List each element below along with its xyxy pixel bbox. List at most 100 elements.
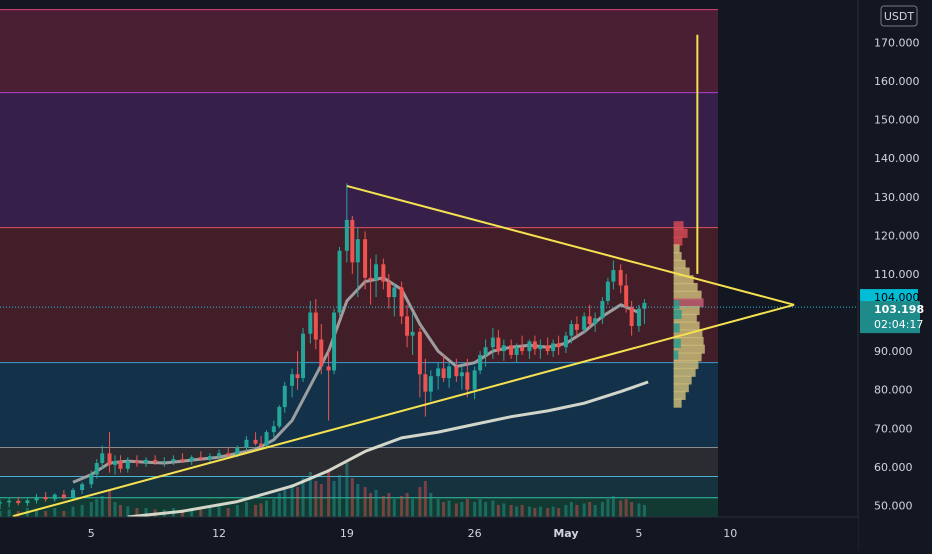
candle-body (25, 500, 30, 504)
zone-rect (0, 476, 718, 498)
price-tick-label: 130.000 (874, 191, 920, 204)
zone-rect (0, 92, 718, 228)
volume-bar (538, 506, 542, 517)
volume-profile-bar (673, 244, 680, 254)
volume-bar (80, 505, 84, 517)
volume-bar (62, 511, 66, 517)
volume-profile-bar (673, 344, 705, 354)
volume-bar (369, 493, 373, 517)
price-tick-label: 60.000 (874, 461, 913, 474)
volume-bar (71, 506, 75, 517)
volume-profile-bar (673, 398, 682, 408)
currency-label: USDT (884, 10, 915, 23)
time-axis: 5 12 19 26 May 5 10 (0, 516, 858, 550)
volume-bar (332, 481, 336, 517)
price-tick-label: 140.000 (874, 152, 920, 165)
candle-body (253, 439, 258, 444)
volume-profile-bar (673, 350, 679, 360)
volume-bar (283, 490, 287, 517)
volume-bar (44, 511, 48, 517)
volume-profile-bar (673, 228, 688, 238)
volume-profile-bar (673, 336, 704, 346)
candle-body (207, 456, 212, 460)
price-tick-label: 50.000 (874, 499, 913, 512)
candle-body (556, 343, 561, 348)
candle-body (399, 287, 404, 317)
candle-body (386, 281, 391, 298)
volume-bar (619, 500, 623, 517)
volume-bar (405, 493, 409, 517)
volume-bar (575, 505, 579, 517)
candle-body (545, 345, 550, 352)
volume-bar (208, 508, 212, 517)
volume-bar (551, 506, 555, 517)
candle-body (563, 335, 568, 348)
candle-body (264, 432, 269, 446)
volume-bar (89, 502, 93, 517)
volume-bar (100, 496, 104, 517)
volume-profile-bar (673, 221, 684, 231)
time-tick-label: 5 (635, 527, 642, 540)
candle-body (436, 368, 441, 377)
candle-body (7, 500, 12, 503)
volume-bar (600, 502, 604, 517)
candle-body (16, 500, 21, 504)
volume-profile-bar (673, 383, 689, 393)
volume-bar (259, 503, 263, 517)
volume-profile-bar (673, 321, 700, 331)
volume-bar (108, 490, 112, 517)
candle-body (282, 385, 287, 408)
time-tick-label: 5 (88, 527, 95, 540)
volume-bar (374, 490, 378, 517)
candle-body (624, 285, 629, 307)
candle-body (350, 219, 355, 263)
volume-bar (144, 508, 148, 517)
candle-body (217, 453, 222, 457)
candle-body (520, 347, 525, 352)
time-axis-background (0, 517, 858, 550)
volume-bar (301, 478, 305, 517)
volume-profile-bar (673, 275, 694, 285)
candle-body (226, 453, 231, 456)
volume-bar (569, 502, 573, 517)
candle-body (527, 341, 532, 352)
candle-body (501, 345, 506, 352)
volume-bar (387, 493, 391, 517)
candle-body (509, 345, 514, 355)
candle-body (611, 270, 616, 282)
volume-bar (254, 505, 258, 517)
candle-body (374, 264, 379, 280)
volume-bar (392, 499, 396, 517)
volume-bar (400, 496, 404, 517)
price-tick-label: 170.000 (874, 36, 920, 49)
volume-bar (235, 505, 239, 517)
candle-body (423, 374, 428, 392)
candle-body (61, 494, 66, 498)
candle-body (244, 439, 249, 448)
volume-bar (338, 475, 342, 517)
volume-profile-layer (673, 221, 705, 408)
candle-body (89, 474, 94, 485)
zone-layer (0, 9, 718, 517)
candle-body (642, 302, 647, 309)
candle-body (134, 461, 139, 463)
candle-body (144, 459, 149, 463)
volume-bar (546, 508, 550, 517)
volume-profile-bar (673, 259, 686, 269)
volume-bar (520, 505, 524, 517)
volume-bar (436, 499, 440, 517)
candle-body (235, 447, 240, 456)
price-tick-label: 150.000 (874, 114, 920, 127)
candle-body (100, 453, 105, 463)
candle-body (587, 316, 592, 325)
volume-bar (190, 508, 194, 517)
zone-rect (0, 362, 718, 448)
volume-bar (319, 484, 323, 517)
price-tick-label: 120.000 (874, 229, 920, 242)
candle-body (189, 457, 194, 462)
candle-body (43, 496, 48, 500)
candle-body (428, 376, 433, 392)
candle-body (405, 316, 410, 336)
